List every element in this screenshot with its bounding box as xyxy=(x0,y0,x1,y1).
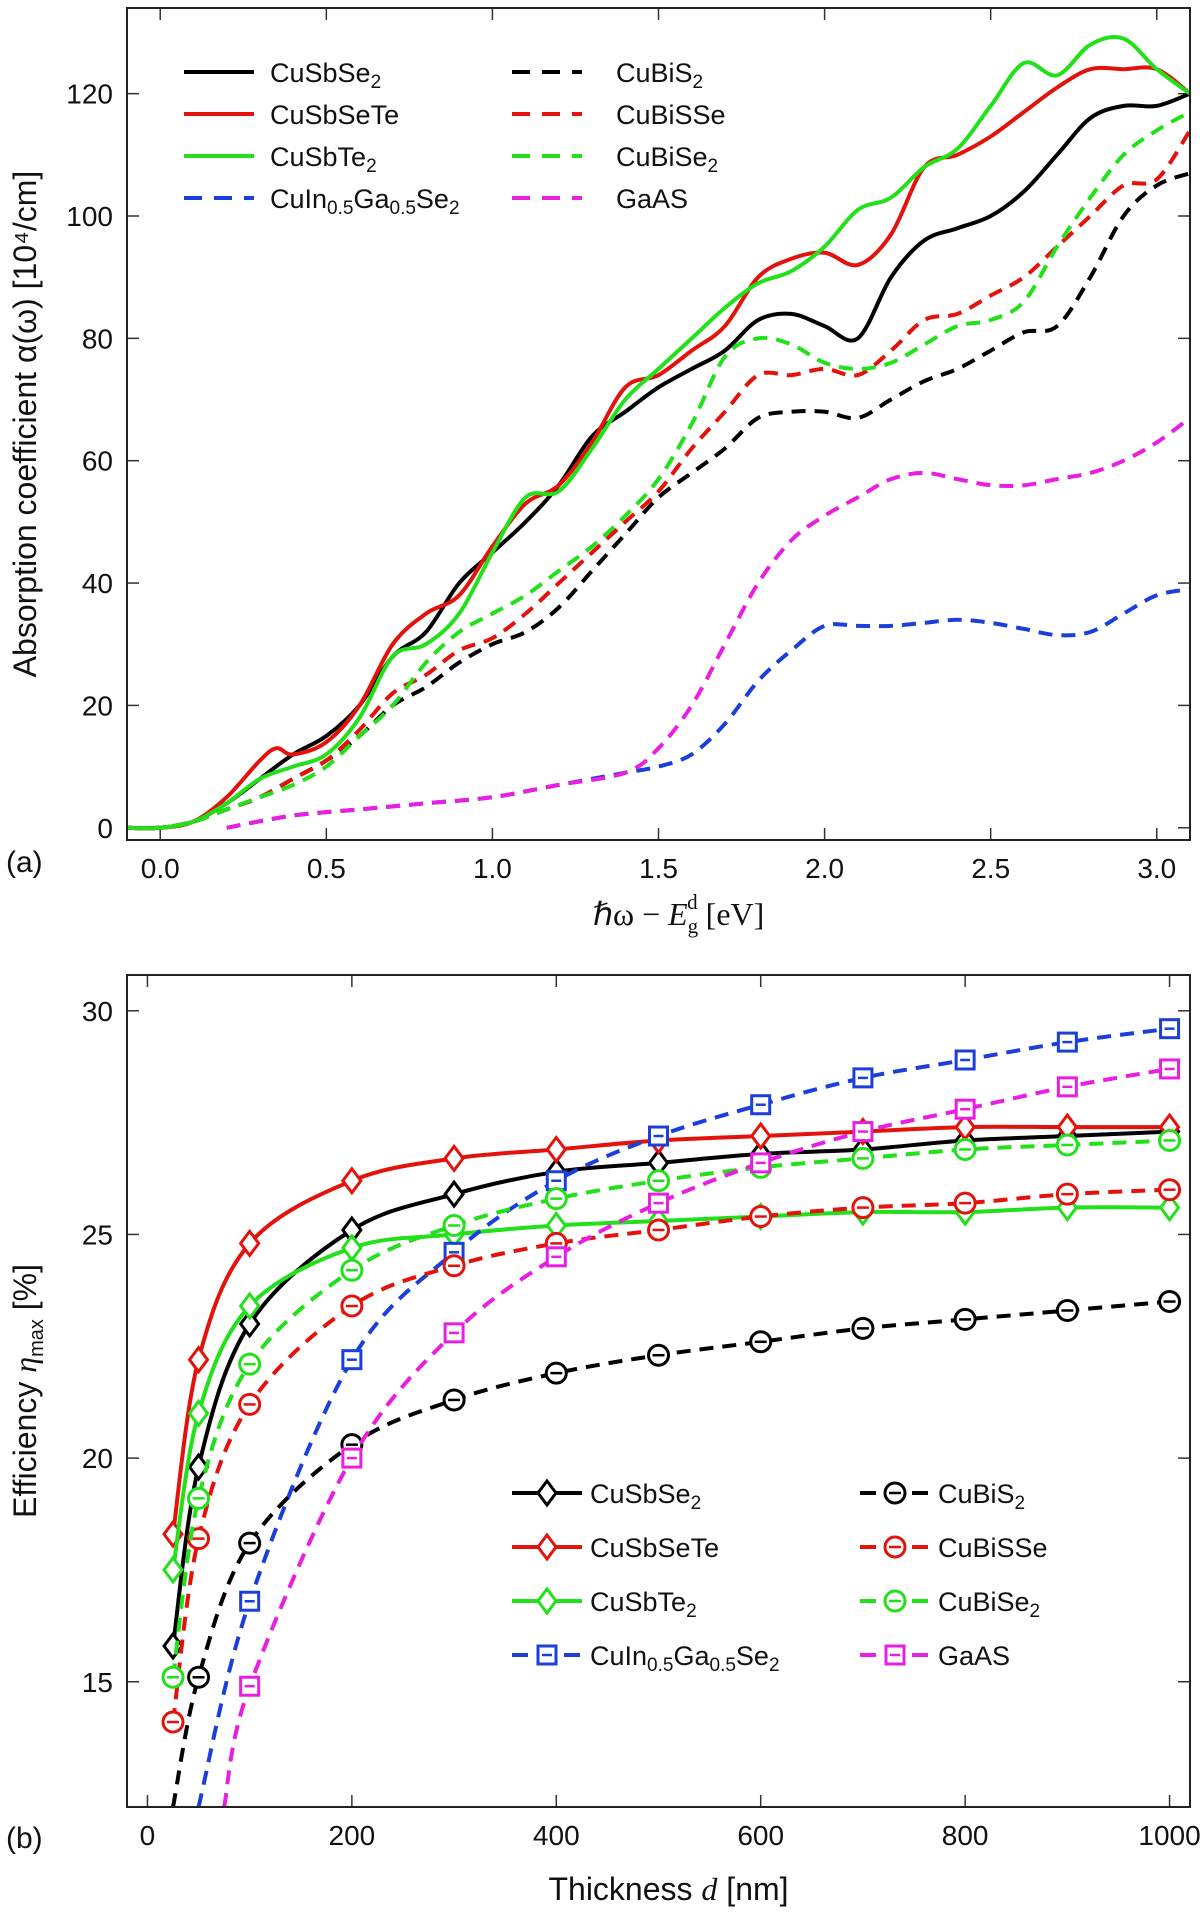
marker-cusbte2 xyxy=(340,1233,363,1263)
y-axis-title: Absorption coefficient α(ω) [10⁴/cm] xyxy=(7,171,43,678)
series-line-cubise2 xyxy=(127,110,1190,831)
series-line-cusbsete xyxy=(127,65,1190,831)
series-line-cuingase xyxy=(226,587,1190,830)
marker-cusbsete xyxy=(749,1121,772,1151)
x-axis-title: Thickness d [nm] xyxy=(548,1871,788,1907)
legend-label-cusbsete: CuSbSeTe xyxy=(590,1533,719,1563)
marker-cusbsete xyxy=(340,1166,363,1196)
marker-cusbsete xyxy=(443,1143,465,1173)
marker-cusbse2 xyxy=(238,1309,261,1339)
panel-a-absorption-chart: 0.0 0.5 1.0 1.5 2.0 2.5 3.0 0 20 40 60 80 100 120 Abso… xyxy=(6,7,1191,938)
legend-label-cubise2: CuBiSe2 xyxy=(616,142,718,177)
panel-label-b: (b) xyxy=(6,1822,43,1855)
panel-b-efficiency-chart: 0 200 400 600 800 1000 15 20 25 30 Efficiency ηmax… xyxy=(6,974,1200,1907)
legend-label-cusbte2: CuSbTe2 xyxy=(590,1587,697,1622)
series-line-cusbte2 xyxy=(127,34,1190,831)
y-tick-label: 0 xyxy=(97,813,113,844)
x-tick-label: 1.0 xyxy=(473,853,512,884)
y-tick-label: 40 xyxy=(82,568,113,599)
panel-label-a: (a) xyxy=(6,846,43,879)
y-tick-label: 20 xyxy=(82,690,113,721)
x-tick-label: 3.0 xyxy=(1137,853,1176,884)
y-tick-label: 100 xyxy=(66,201,113,232)
x-tick-label: 1000 xyxy=(1138,1820,1200,1851)
legend-label-cubisse: CuBiSSe xyxy=(616,100,726,130)
series-line-cubisse xyxy=(127,129,1190,831)
series-line-cuingase xyxy=(196,1026,1170,1807)
x-tick-label: 200 xyxy=(329,1820,376,1851)
legend-label-cubisse: CuBiSSe xyxy=(938,1533,1048,1563)
legend-label-cusbse2: CuSbSe2 xyxy=(270,58,381,93)
y-axis-title: Efficiency ηmax [%] xyxy=(7,1264,48,1518)
series-line-cusbsete xyxy=(171,1124,1170,1535)
series-line-cusbse2 xyxy=(127,91,1190,831)
legend-label-cusbsete: CuSbSeTe xyxy=(270,100,399,130)
y-tick-label: 20 xyxy=(82,1443,113,1474)
y-tick-label: 80 xyxy=(82,323,113,354)
plot-frame xyxy=(126,974,1191,1808)
legend-label-gaas: GaAS xyxy=(616,184,688,214)
x-tick-label: 400 xyxy=(533,1820,580,1851)
legend-label-cubis2: CuBiS2 xyxy=(616,58,703,93)
x-tick-label: 0 xyxy=(140,1820,156,1851)
legend-marker-cusbsete xyxy=(536,1532,558,1562)
x-tick-label: 0.0 xyxy=(141,853,180,884)
series-line-gaas xyxy=(222,1066,1170,1807)
y-tick-label: 120 xyxy=(66,79,113,110)
marker-cusbsete xyxy=(238,1228,261,1258)
x-tick-label: 600 xyxy=(737,1820,784,1851)
marker-cusbsete xyxy=(545,1134,568,1164)
y-tick-label: 30 xyxy=(82,996,113,1027)
marker-cusbte2 xyxy=(238,1291,261,1321)
marker-cusbse2 xyxy=(162,1631,184,1661)
y-tick-label: 60 xyxy=(82,446,113,477)
marker-cusbse2 xyxy=(187,1452,210,1482)
legend-label-cubis2: CuBiS2 xyxy=(938,1479,1025,1514)
series-line-gaas xyxy=(226,416,1190,830)
legend-label-gaas: GaAS xyxy=(938,1641,1010,1671)
y-tick-label: 15 xyxy=(82,1667,113,1698)
marker-cusbte2 xyxy=(187,1398,210,1428)
x-axis-title: ℏω − Egd [eV] xyxy=(593,890,765,938)
series-line-cubisse xyxy=(171,1187,1170,1723)
legend-label-cusbte2: CuSbTe2 xyxy=(270,142,377,177)
legend-label-cuingase: CuIn0.5Ga0.5Se2 xyxy=(590,1641,780,1676)
legend-marker-cusbse2 xyxy=(536,1478,558,1508)
x-tick-label: 0.5 xyxy=(307,853,346,884)
legend-label-cuingase: CuIn0.5Ga0.5Se2 xyxy=(270,184,460,219)
legend-label-cubise2: CuBiSe2 xyxy=(938,1587,1040,1622)
x-tick-label: 1.5 xyxy=(639,853,678,884)
marker-cusbsete xyxy=(187,1345,210,1375)
x-tick-label: 2.5 xyxy=(971,853,1010,884)
plot-frame xyxy=(126,7,1191,841)
y-tick-label: 25 xyxy=(82,1219,113,1250)
x-tick-label: 800 xyxy=(942,1820,989,1851)
marker-cusbte2 xyxy=(1158,1193,1181,1223)
legend-marker-cusbte2 xyxy=(536,1586,558,1616)
marker-cusbte2 xyxy=(162,1555,184,1585)
marker-cusbse2 xyxy=(443,1179,465,1209)
x-tick-label: 2.0 xyxy=(805,853,844,884)
legend-label-cusbse2: CuSbSe2 xyxy=(590,1479,701,1514)
series-line-cubis2 xyxy=(171,1299,1170,1807)
